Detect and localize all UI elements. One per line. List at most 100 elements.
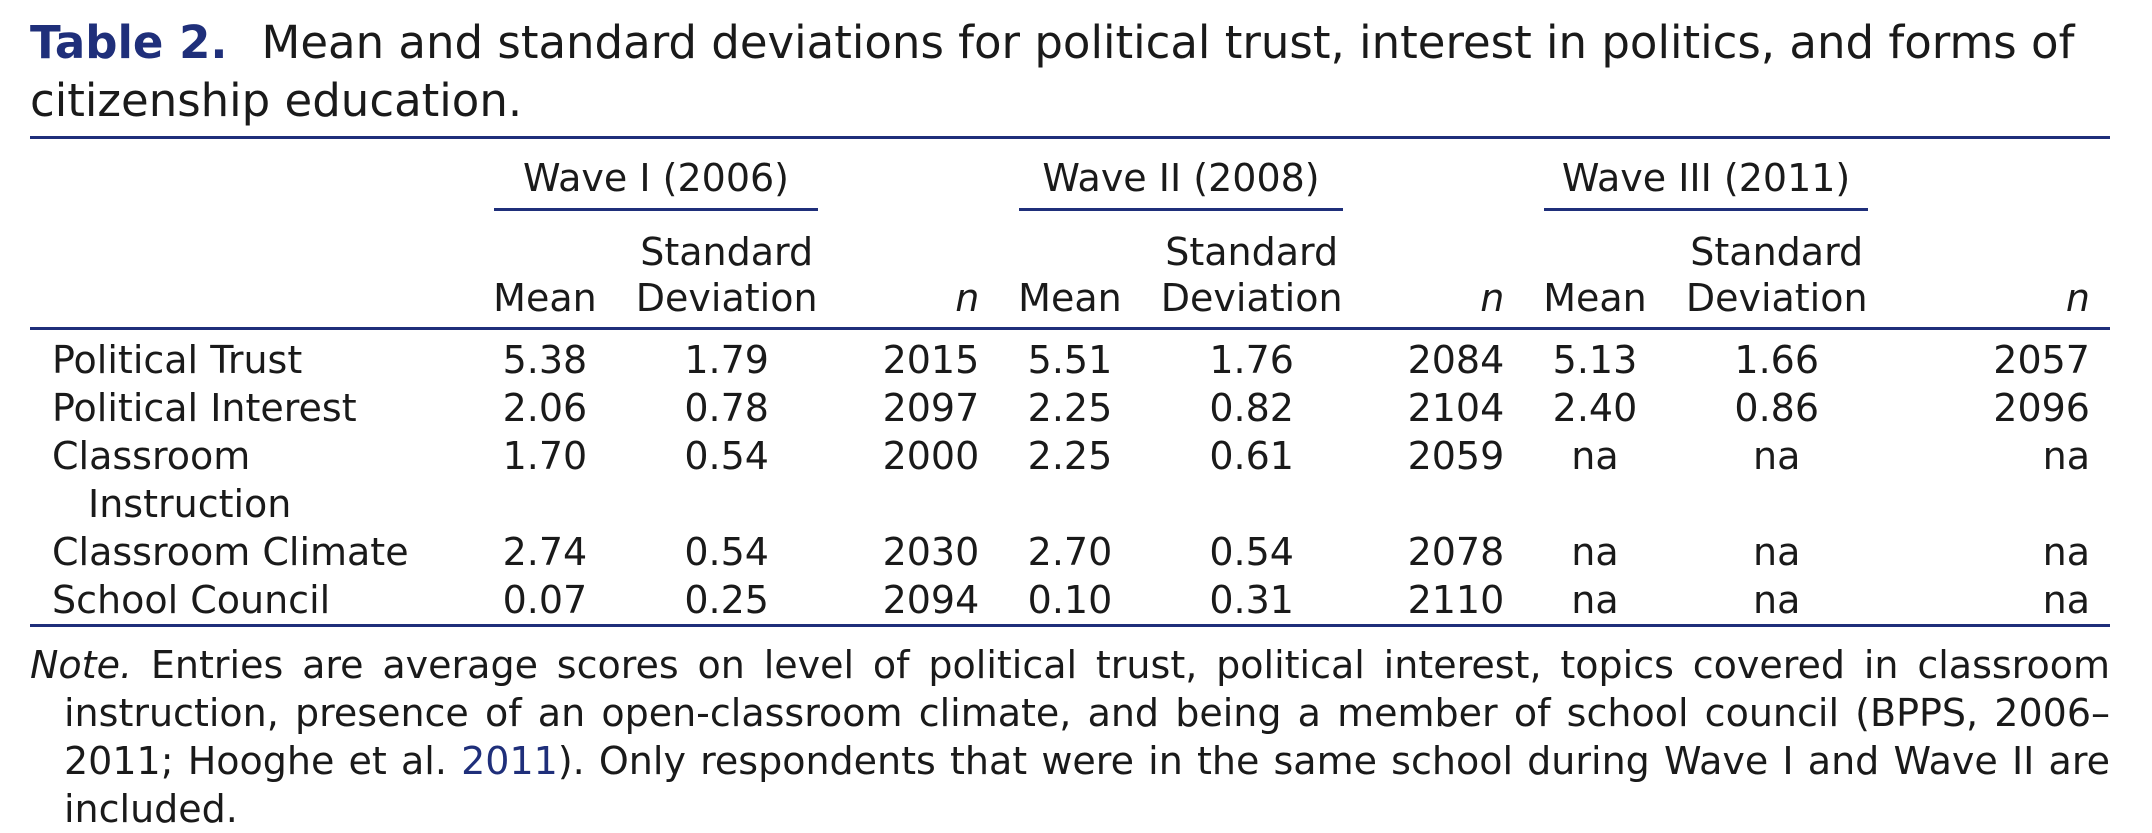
cell-value: 0.86 [1734,386,1819,430]
cell-value: 1.79 [684,338,769,382]
table-row: Political Interest 2.06 0.78 2097 2.25 0… [30,384,2110,432]
cell-value: 0.61 [1209,434,1294,478]
cell-value: 1.76 [1209,338,1294,382]
row-label: School Council [52,578,331,622]
column-header-n: n [1480,276,1505,320]
table-row-continuation: Instruction [30,480,2110,528]
table-caption-label: Table 2. [30,16,228,69]
column-header-mean: Mean [1543,276,1647,320]
column-header-sd-line1: Standard [640,230,814,274]
cell-value: 2110 [1407,578,1505,622]
wave-header-row: Wave I (2006) Wave II (2008) Wave III (2… [30,139,2110,211]
cell-value: 2.74 [502,530,588,574]
cell-value: 0.25 [684,578,769,622]
row-label-line2: Instruction [88,482,292,526]
cell-value: na [1571,434,1619,478]
row-label: Classroom Climate [52,530,409,574]
table-row: Political Trust 5.38 1.79 2015 5.51 1.76… [30,330,2110,384]
cell-value: 2.70 [1027,530,1113,574]
cell-value: 2104 [1407,386,1505,430]
column-header-row: Mean Standard Deviation n Mean Standard De… [30,211,2110,327]
cell-value: 0.10 [1027,578,1113,622]
cell-value: na [2042,434,2090,478]
column-header-sd-line2: Deviation [1685,276,1868,320]
note-text-before-link: Entries are average scores on level of p… [64,643,2110,783]
column-header-sd-line2: Deviation [635,276,818,320]
cell-value: 0.78 [684,386,769,430]
table-caption: Table 2. Mean and standard deviations for… [30,14,2110,130]
table-note: Note. Entries are average scores on leve… [30,641,2110,833]
row-label: Classroom [30,432,474,480]
cell-value: 5.13 [1552,338,1638,382]
column-header-mean: Mean [1018,276,1122,320]
cell-value: 2078 [1407,530,1505,574]
cell-value: 1.66 [1734,338,1819,382]
wave-header-2: Wave II (2008) [999,139,1362,211]
table-row: Classroom 1.70 0.54 2000 2.25 0.61 2059 … [30,432,2110,480]
wave-label: Wave I (2006) [494,156,818,211]
cell-value: 2094 [882,578,980,622]
cell-value: na [1571,578,1619,622]
cell-value: 5.51 [1027,338,1113,382]
wave-header-spacer [30,139,474,211]
cell-value: 2.06 [502,386,588,430]
column-header-sd: Standard Deviation [1666,211,1888,327]
column-header-sd-line2: Deviation [1160,276,1343,320]
cell-value: 1.70 [502,434,588,478]
cell-value: 2059 [1407,434,1505,478]
cell-value: na [1753,434,1801,478]
cell-value: 2.40 [1552,386,1638,430]
column-header-mean: Mean [493,276,597,320]
cell-value: 2030 [882,530,980,574]
cell-value: 0.31 [1209,578,1294,622]
cell-value: 0.82 [1209,386,1294,430]
wave-header-3: Wave III (2011) [1524,139,1887,211]
column-header-sd: Standard Deviation [616,211,838,327]
citation-link[interactable]: 2011 [461,739,558,783]
cell-value: na [1753,530,1801,574]
cell-value: 2097 [882,386,980,430]
data-table: Wave I (2006) Wave II (2008) Wave III (2… [30,139,2110,624]
cell-value: 2084 [1407,338,1505,382]
cell-value: 2000 [882,434,980,478]
cell-value: 2096 [1993,386,2090,430]
cell-value: 0.54 [1209,530,1294,574]
column-header-spacer [30,211,474,327]
cell-value: na [2042,578,2090,622]
table-bottom-rule [30,624,2110,627]
table-caption-text: Mean and standard deviations for politic… [30,16,2075,127]
wave-header-1: Wave I (2006) [474,139,837,211]
cell-value: na [1571,530,1619,574]
cell-value: 0.54 [684,530,769,574]
row-label: Political Interest [52,386,357,430]
cell-value: 2057 [1993,338,2090,382]
column-header-n: n [2065,276,2090,320]
cell-value: 0.07 [502,578,588,622]
table-top-rule [30,136,2110,139]
wave-header-gap [1888,139,2110,211]
row-label-line1: Classroom [52,434,251,478]
column-header-n: n [955,276,980,320]
cell-value: na [1753,578,1801,622]
table-note-body: Note. Entries are average scores on leve… [30,641,2110,833]
cell-value: 0.54 [684,434,769,478]
cell-value: na [2042,530,2090,574]
row-label-continuation: Instruction [30,480,474,528]
wave-header-gap [838,139,1000,211]
table-row: Classroom Climate 2.74 0.54 2030 2.70 0.… [30,528,2110,576]
column-header-sd: Standard Deviation [1141,211,1363,327]
cell-value: 2.25 [1027,434,1113,478]
note-lead: Note. [30,643,133,687]
table-row: School Council 0.07 0.25 2094 0.10 0.31 … [30,576,2110,624]
wave-label: Wave III (2011) [1544,156,1869,211]
cell-value: 2015 [882,338,980,382]
row-label: Political Trust [52,338,303,382]
wave-header-gap [1363,139,1525,211]
wave-label: Wave II (2008) [1019,156,1344,211]
cell-value: 5.38 [502,338,588,382]
column-header-sd-line1: Standard [1165,230,1339,274]
table-figure: Table 2. Mean and standard deviations for… [30,14,2110,833]
column-header-sd-line1: Standard [1690,230,1864,274]
cell-value: 2.25 [1027,386,1113,430]
table-header-rule [30,327,2110,330]
